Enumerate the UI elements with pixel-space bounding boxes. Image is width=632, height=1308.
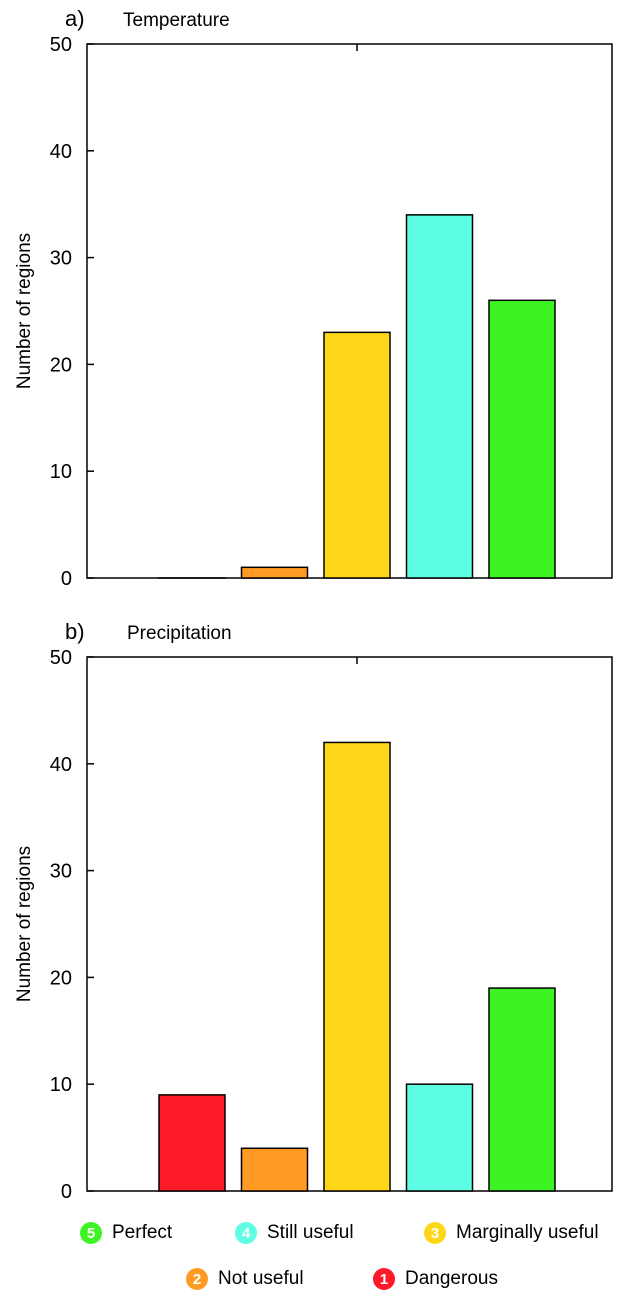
panel-b-ytick-label: 50: [50, 647, 72, 669]
panel-a-ytick-label: 0: [61, 568, 72, 590]
panel-b-bar-4: [407, 1084, 473, 1191]
panel-a-ytick-label: 10: [50, 461, 72, 483]
panel-b-bar-1: [159, 1095, 225, 1191]
panel-a-ytick-label: 30: [50, 248, 72, 270]
legend-label-dangerous: Dangerous: [405, 1268, 498, 1290]
panel-a-ytick-label: 40: [50, 141, 72, 163]
panel-a-ytick-label: 20: [50, 354, 72, 376]
panel-a-bar-2: [242, 567, 308, 578]
panel-a-ytick-label: 50: [50, 34, 72, 56]
panel-b-panel-label: b): [65, 619, 85, 644]
legend-item-perfect: 5 Perfect: [80, 1222, 172, 1244]
legend-badge-1: 1: [373, 1268, 395, 1290]
panel-b-bar-5: [489, 988, 555, 1191]
panel-b-ytick-label: 10: [50, 1074, 72, 1096]
legend-item-marginally-useful: 3 Marginally useful: [424, 1222, 599, 1244]
panel-b-ytick-label: 40: [50, 754, 72, 776]
legend-label-not-useful: Not useful: [218, 1268, 304, 1290]
panel-b-ytick-label: 30: [50, 861, 72, 883]
legend-badge-3: 3: [424, 1222, 446, 1244]
legend-row-1: 5 Perfect 4 Still useful 3 Marginally us…: [0, 1222, 632, 1262]
legend-label-perfect: Perfect: [112, 1222, 172, 1244]
panel-b-ytick-label: 0: [61, 1181, 72, 1203]
legend-badge-4: 4: [235, 1222, 257, 1244]
legend-label-still-useful: Still useful: [267, 1222, 354, 1244]
panel-a-bar-5: [489, 300, 555, 578]
panel-a-bar-4: [407, 215, 473, 578]
legend-badge-2: 2: [186, 1268, 208, 1290]
legend-item-still-useful: 4 Still useful: [235, 1222, 354, 1244]
legend-item-dangerous: 1 Dangerous: [373, 1268, 498, 1290]
panel-a-ylabel: Number of regions: [14, 233, 35, 389]
panel-b-ytick-label: 20: [50, 967, 72, 989]
panel-a-bar-3: [324, 332, 390, 578]
panel-b-ylabel: Number of regions: [14, 846, 35, 1002]
panel-a-title: Temperature: [123, 10, 230, 31]
legend-item-not-useful: 2 Not useful: [186, 1268, 304, 1290]
legend-row-2: 2 Not useful 1 Dangerous: [0, 1268, 632, 1308]
legend-badge-5: 5: [80, 1222, 102, 1244]
legend-label-marginally-useful: Marginally useful: [456, 1222, 599, 1244]
panel-a-panel-label: a): [65, 6, 85, 31]
panel-b-bar-3: [324, 742, 390, 1191]
panel-b-bar-2: [242, 1148, 308, 1191]
panel-b-title: Precipitation: [127, 623, 232, 644]
